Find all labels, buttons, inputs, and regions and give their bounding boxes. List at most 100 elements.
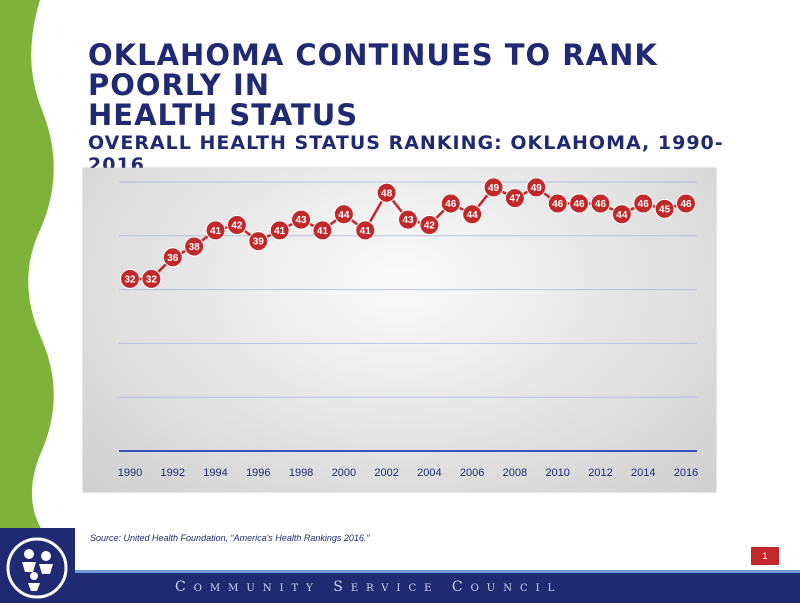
data-point: 49 [526, 177, 547, 198]
organization-logo [0, 528, 75, 600]
data-point-marker [376, 182, 397, 203]
data-point-label: 42 [231, 221, 243, 232]
x-tick-label: 2006 [460, 467, 484, 479]
data-point: 41 [269, 220, 290, 241]
data-point: 36 [162, 247, 183, 268]
data-point-marker [398, 209, 418, 230]
data-point-marker [547, 193, 568, 214]
data-point: 43 [291, 209, 312, 230]
data-point-label: 39 [253, 237, 265, 248]
data-point-marker [676, 193, 696, 214]
x-tick-label: 2008 [503, 467, 527, 479]
footer-organization-name: Community Service Council [175, 579, 563, 595]
data-point-marker [483, 177, 504, 198]
data-point-marker [590, 193, 611, 214]
data-point-label: 32 [146, 274, 158, 285]
source-note: Source: United Health Foundation, “Ameri… [90, 533, 370, 543]
data-point-label: 36 [167, 253, 179, 264]
data-point-label: 46 [595, 199, 607, 210]
footer-bar: Community Service Council [0, 570, 800, 603]
data-point: 41 [312, 220, 333, 241]
data-point-label: 46 [574, 199, 586, 210]
data-point-label: 41 [317, 226, 329, 237]
data-point-marker [141, 268, 162, 289]
data-point: 44 [333, 204, 354, 225]
data-point: 46 [440, 193, 461, 214]
data-points: 32 32 36 38 41 42 39 41 43 41 44 41 48 43 42 46 44 49 47 49… [120, 177, 696, 289]
x-tick-label: 1994 [203, 467, 227, 479]
x-tick-label: 1990 [118, 467, 142, 479]
data-point: 47 [504, 188, 525, 209]
x-tick-label: 1992 [161, 467, 185, 479]
data-point: 48 [376, 182, 397, 203]
data-point-marker [654, 198, 675, 219]
data-point-marker [248, 231, 269, 252]
data-point: 42 [226, 215, 247, 236]
data-point: 32 [120, 268, 140, 289]
data-point-label: 46 [680, 199, 692, 210]
x-tick-label: 2004 [417, 467, 441, 479]
data-point: 45 [654, 198, 675, 219]
data-point-label: 46 [445, 199, 457, 210]
data-point-marker [312, 220, 333, 241]
data-point-marker [333, 204, 354, 225]
grid-lines [119, 181, 697, 452]
ranking-line-chart: 32 32 36 38 41 42 39 41 43 41 44 41 48 43 42 46 44 49 47 49… [118, 177, 698, 479]
data-point: 44 [611, 204, 632, 225]
data-point: 46 [676, 193, 696, 214]
data-point-marker [569, 193, 590, 214]
data-point: 32 [141, 268, 162, 289]
data-point-label: 46 [638, 199, 650, 210]
slide-title-line-2: HEALTH STATUS [88, 98, 359, 132]
x-axis-tick-labels: 1990 1992 1994 1996 1998 2000 2002 2004 2006 2008… [118, 467, 698, 479]
chart-panel: 32 32 36 38 41 42 39 41 43 41 44 41 48 43 42 46 44 49 47 49… [83, 168, 716, 492]
data-point-label: 47 [509, 194, 521, 205]
green-wave-decoration [0, 0, 54, 530]
x-tick-label: 2002 [374, 467, 398, 479]
data-point-marker [504, 188, 525, 209]
data-point-marker [162, 247, 183, 268]
data-point: 39 [248, 231, 269, 252]
data-point-marker [291, 209, 312, 230]
data-point-marker [611, 204, 632, 225]
data-point-label: 41 [210, 226, 222, 237]
people-logo-icon [6, 537, 68, 599]
data-point-label: 49 [488, 183, 500, 194]
data-point: 41 [355, 220, 376, 241]
x-tick-label: 2010 [545, 467, 569, 479]
x-tick-label: 2016 [674, 467, 698, 479]
data-point-label: 44 [338, 210, 350, 221]
data-point-marker [462, 204, 483, 225]
data-point: 46 [569, 193, 590, 214]
data-point-marker [120, 268, 140, 289]
title-block: OKLAHOMA CONTINUES TO RANK POORLY IN HEA… [88, 40, 778, 176]
data-point: 44 [462, 204, 483, 225]
data-point-label: 44 [616, 210, 628, 221]
data-point-label: 49 [531, 183, 543, 194]
x-tick-label: 1998 [289, 467, 313, 479]
data-point-marker [269, 220, 290, 241]
data-point-label: 41 [274, 226, 286, 237]
data-point: 46 [633, 193, 654, 214]
data-point-marker [184, 236, 205, 257]
data-point-label: 43 [296, 215, 308, 226]
data-point-marker [205, 220, 226, 241]
data-point-marker [633, 193, 654, 214]
data-point-label: 38 [189, 242, 201, 253]
data-point: 46 [590, 193, 611, 214]
data-point: 46 [547, 193, 568, 214]
x-tick-label: 1996 [246, 467, 270, 479]
data-point-label: 48 [381, 188, 393, 199]
slide-title-line-1: OKLAHOMA CONTINUES TO RANK POORLY IN [88, 38, 658, 102]
data-point-label: 41 [360, 226, 372, 237]
data-point-marker [440, 193, 461, 214]
data-point-label: 32 [124, 274, 136, 285]
x-tick-label: 2000 [332, 467, 356, 479]
data-point-label: 46 [552, 199, 564, 210]
x-tick-label: 2012 [588, 467, 612, 479]
data-point: 49 [483, 177, 504, 198]
data-point-marker [226, 215, 247, 236]
data-point-label: 42 [424, 221, 436, 232]
data-point-marker [419, 215, 440, 236]
data-point-marker [526, 177, 547, 198]
